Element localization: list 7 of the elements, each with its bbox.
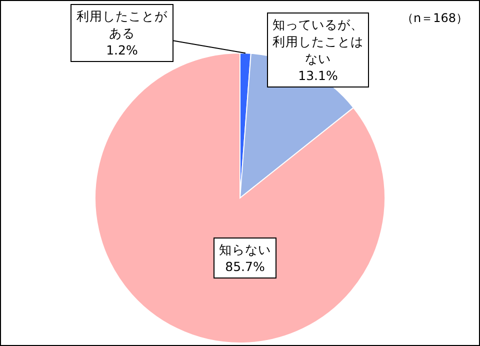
slice-label: 利用したことがある	[76, 8, 168, 40]
slice-label: 知っているが、利用したことはない	[272, 17, 364, 66]
data-label: 13.1%	[298, 68, 338, 83]
text: （n＝168）	[401, 11, 468, 25]
slice-label: 知らない	[219, 242, 271, 257]
data-label: 85.7%	[225, 259, 265, 274]
data-label: 1.2%	[106, 42, 138, 58]
